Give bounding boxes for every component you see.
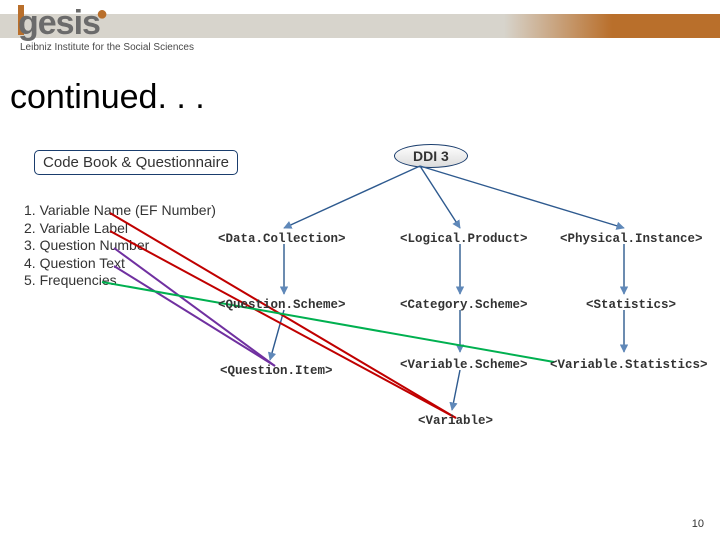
node-variableStatistics: <Variable.Statistics> [550, 358, 708, 372]
codebook-label: Code Book & Questionnaire [43, 154, 229, 171]
node-physicalInstance: <Physical.Instance> [560, 232, 703, 246]
page-title: continued. . . [10, 78, 205, 117]
list-item: 5. Frequencies [24, 272, 216, 290]
ddi-root-node: DDI 3 [394, 144, 468, 168]
codebook-box: Code Book & Questionnaire [34, 150, 238, 175]
node-variableScheme: <Variable.Scheme> [400, 358, 528, 372]
logo-dot: ● [96, 3, 108, 26]
ddi-label: DDI 3 [413, 148, 449, 164]
node-questionItem: <Question.Item> [220, 364, 333, 378]
node-statistics: <Statistics> [586, 298, 676, 312]
node-dataCollection: <Data.Collection> [218, 232, 346, 246]
header: gesis ● Leibniz Institute for the Social… [0, 0, 720, 56]
list-item: 2. Variable Label [24, 220, 216, 238]
logo-subtitle: Leibniz Institute for the Social Science… [20, 42, 194, 53]
codebook-item-list: 1. Variable Name (EF Number)2. Variable … [24, 202, 216, 290]
page-number: 10 [692, 518, 704, 530]
logo-text: gesis [18, 4, 100, 43]
node-logicalProduct: <Logical.Product> [400, 232, 528, 246]
node-questionScheme: <Question.Scheme> [218, 298, 346, 312]
logo: gesis ● [18, 4, 112, 43]
list-item: 1. Variable Name (EF Number) [24, 202, 216, 220]
list-item: 3. Question Number [24, 237, 216, 255]
node-categoryScheme: <Category.Scheme> [400, 298, 528, 312]
list-item: 4. Question Text [24, 255, 216, 273]
node-variable: <Variable> [418, 414, 493, 428]
